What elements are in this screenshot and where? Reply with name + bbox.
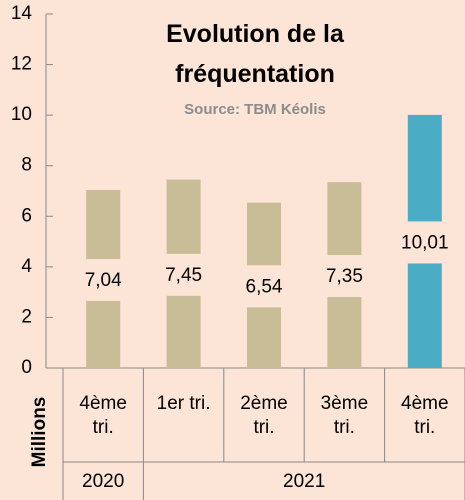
y-tick-label: 0: [21, 357, 32, 378]
value-label-box: [71, 258, 136, 301]
y-tick-label: 12: [11, 54, 32, 75]
y-tick-label: 4: [21, 256, 32, 277]
value-label-box: [392, 221, 457, 264]
chart-subtitle: Source: TBM Kéolis: [184, 101, 326, 118]
chart-title: Evolution de la fréquentation: [166, 20, 344, 88]
x-tick-label: 3ème tri.: [320, 393, 369, 438]
group-label: 2020: [82, 471, 125, 492]
x-tick-label: 2ème tri.: [240, 393, 288, 438]
value-label: 6,54: [246, 276, 283, 297]
value-label: 7,04: [85, 270, 122, 291]
value-label: 10,01: [401, 232, 449, 253]
y-tick-label: 6: [21, 205, 32, 226]
y-tick-label: 2: [21, 306, 32, 327]
value-label-box: [151, 253, 216, 296]
x-tick-label: 4ème tri.: [79, 393, 127, 438]
value-label: 7,45: [165, 265, 202, 286]
y-tick-label: 8: [21, 155, 32, 176]
x-tick-label: 4ème tri.: [401, 393, 449, 438]
value-label: 7,35: [326, 266, 363, 287]
group-label: 2021: [283, 471, 326, 492]
y-tick-label: 10: [11, 104, 32, 125]
y-tick-label: 14: [11, 3, 33, 24]
value-label-box: [312, 255, 377, 298]
value-label-box: [232, 265, 296, 308]
y-axis-label: Millions: [29, 397, 50, 468]
x-tick-label: 1er tri.: [156, 393, 211, 414]
